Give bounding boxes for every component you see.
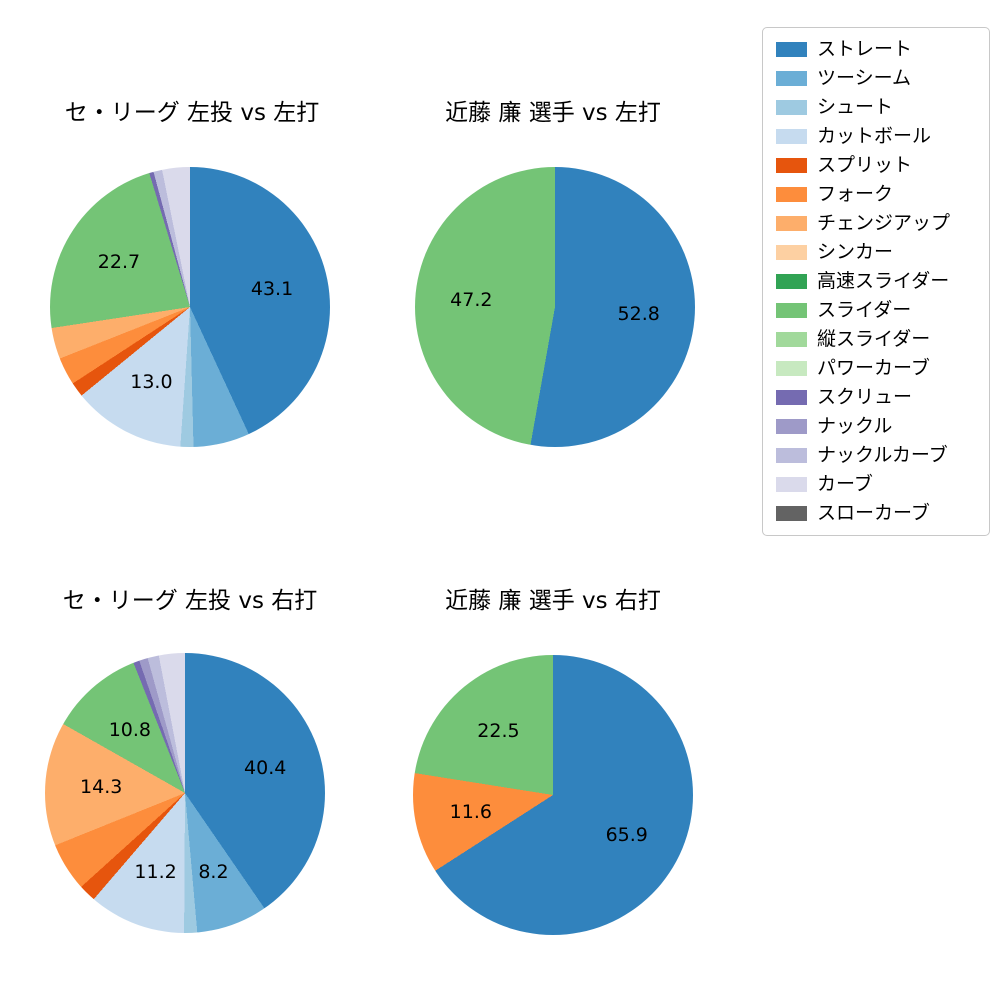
legend-swatch [776, 129, 807, 144]
legend-label: スライダー [817, 299, 912, 321]
pie-slice-label: 65.9 [605, 824, 648, 847]
pie-slice-label: 22.5 [477, 720, 520, 743]
legend: ストレートツーシームシュートカットボール スプリットフォークチェンジアップ シンカー… [762, 27, 990, 536]
legend-item: スクリュー [776, 388, 976, 407]
legend-swatch [776, 71, 807, 86]
legend-item: スプリット [776, 156, 976, 175]
legend-swatch [776, 303, 807, 318]
pie-slice-label: 40.4 [244, 757, 287, 780]
legend-swatch [776, 274, 807, 289]
pie-chart-player-vs-right: 65.9 11.6 22.5 [413, 655, 693, 935]
legend-label: パワーカーブ [817, 357, 930, 379]
legend-item: ナックルカーブ [776, 446, 976, 465]
chart-title-league-vs-left: セ・リーグ 左投 vs 左打 [64, 100, 320, 126]
legend-label: スプリット [817, 154, 913, 176]
legend-label: シンカー [817, 241, 894, 263]
legend-item: ナックル [776, 417, 976, 436]
chart-title-league-vs-right: セ・リーグ 左投 vs 右打 [62, 588, 318, 614]
pie-slice-label: 52.8 [617, 303, 660, 326]
legend-swatch [776, 419, 807, 434]
legend-label: カットボール [817, 125, 932, 147]
legend-label: ナックルカーブ [817, 444, 948, 466]
legend-label: チェンジアップ [817, 212, 951, 234]
legend-swatch [776, 216, 807, 231]
legend-label: 高速スライダー [817, 270, 950, 292]
legend-item: パワーカーブ [776, 359, 976, 378]
legend-item: チェンジアップ [776, 214, 976, 233]
pie-chart-player-vs-left: 52.8 47.2 [415, 167, 695, 447]
legend-item: スローカーブ [776, 504, 976, 523]
legend-swatch [776, 332, 807, 347]
legend-label: 縦スライダー [817, 328, 931, 350]
pie-slice-label: 13.0 [130, 370, 173, 393]
legend-swatch [776, 448, 807, 463]
legend-item: カットボール [776, 127, 976, 146]
pie-slice-label: 43.1 [250, 277, 294, 300]
pie-slice-label: 10.8 [108, 718, 151, 741]
legend-item: ストレート [776, 40, 976, 59]
legend-item: スライダー [776, 301, 976, 320]
legend-label: ストレート [817, 38, 913, 60]
legend-label: ツーシーム [817, 67, 912, 89]
legend-label: カーブ [817, 473, 873, 495]
legend-swatch [776, 506, 807, 521]
pie-slice-label: 14.3 [80, 776, 123, 799]
legend-item: カーブ [776, 475, 976, 494]
legend-swatch [776, 245, 807, 260]
legend-item: シュート [776, 98, 976, 117]
legend-label: フォーク [817, 183, 894, 205]
legend-item: ツーシーム [776, 69, 976, 88]
legend-swatch [776, 158, 807, 173]
legend-item: フォーク [776, 185, 976, 204]
legend-label: スクリュー [817, 386, 913, 408]
pie-chart-league-vs-right: 40.4 8.2 11.2 14.3 10.8 [45, 653, 325, 933]
legend-item: 縦スライダー [776, 330, 976, 349]
legend-item: 高速スライダー [776, 272, 976, 291]
legend-swatch [776, 477, 807, 492]
legend-swatch [776, 42, 807, 57]
pie-chart-league-vs-left: 43.1 13.0 22.7 [50, 167, 330, 447]
pie-slice-label: 47.2 [450, 288, 493, 311]
legend-label: スローカーブ [817, 502, 930, 524]
legend-label: ナックル [817, 415, 893, 437]
legend-swatch [776, 187, 807, 202]
chart-title-player-vs-right: 近藤 廉 選手 vs 右打 [445, 588, 661, 614]
pie-slice-label: 22.7 [97, 251, 141, 274]
pie-slice-label: 11.6 [449, 801, 492, 824]
legend-label: シュート [817, 96, 894, 118]
legend-swatch [776, 390, 807, 405]
legend-swatch [776, 361, 807, 376]
chart-title-player-vs-left: 近藤 廉 選手 vs 左打 [445, 100, 661, 126]
legend-item: シンカー [776, 243, 976, 262]
pie-slice-label: 11.2 [134, 860, 177, 883]
legend-swatch [776, 100, 807, 115]
pie-slice-label: 8.2 [198, 861, 229, 884]
